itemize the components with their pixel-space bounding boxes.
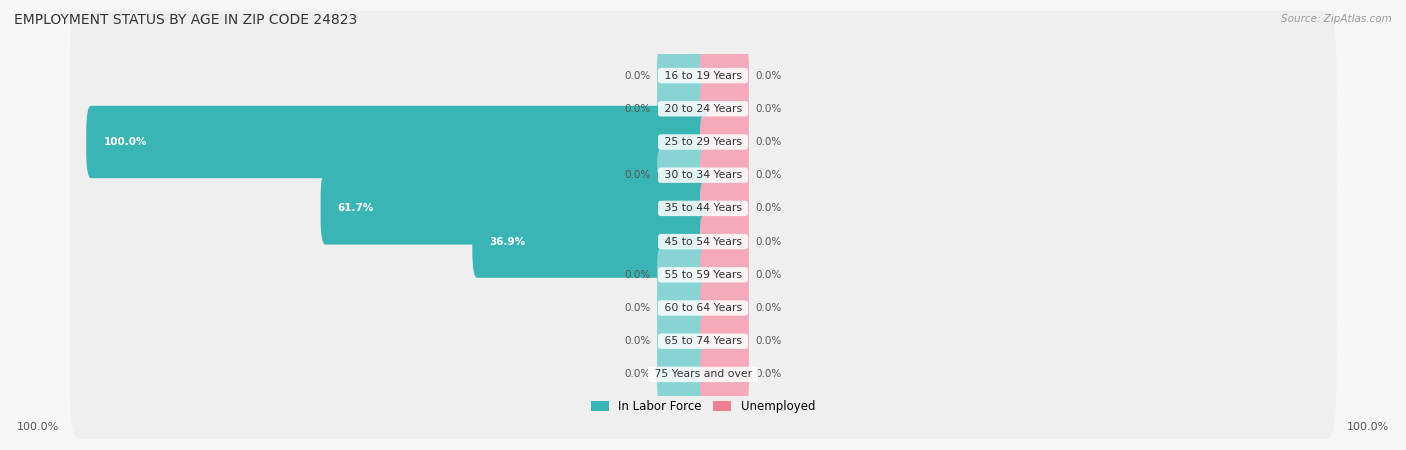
- FancyBboxPatch shape: [657, 315, 706, 368]
- Text: 0.0%: 0.0%: [755, 270, 782, 280]
- FancyBboxPatch shape: [70, 177, 1336, 306]
- Text: EMPLOYMENT STATUS BY AGE IN ZIP CODE 24823: EMPLOYMENT STATUS BY AGE IN ZIP CODE 248…: [14, 14, 357, 27]
- Text: 0.0%: 0.0%: [755, 137, 782, 147]
- FancyBboxPatch shape: [70, 144, 1336, 273]
- FancyBboxPatch shape: [700, 182, 749, 234]
- FancyBboxPatch shape: [657, 149, 706, 202]
- Text: 75 Years and over: 75 Years and over: [651, 369, 755, 379]
- Text: 0.0%: 0.0%: [624, 369, 651, 379]
- FancyBboxPatch shape: [70, 276, 1336, 406]
- Text: 0.0%: 0.0%: [624, 336, 651, 346]
- Text: 0.0%: 0.0%: [755, 203, 782, 213]
- FancyBboxPatch shape: [657, 248, 706, 301]
- FancyBboxPatch shape: [321, 172, 707, 245]
- Text: 0.0%: 0.0%: [755, 336, 782, 346]
- FancyBboxPatch shape: [86, 106, 707, 178]
- FancyBboxPatch shape: [70, 44, 1336, 174]
- FancyBboxPatch shape: [70, 243, 1336, 373]
- FancyBboxPatch shape: [657, 282, 706, 334]
- FancyBboxPatch shape: [700, 282, 749, 334]
- FancyBboxPatch shape: [70, 11, 1336, 140]
- Text: 0.0%: 0.0%: [755, 71, 782, 81]
- Text: 55 to 59 Years: 55 to 59 Years: [661, 270, 745, 280]
- FancyBboxPatch shape: [472, 205, 707, 278]
- Text: 30 to 34 Years: 30 to 34 Years: [661, 170, 745, 180]
- Text: 0.0%: 0.0%: [624, 71, 651, 81]
- FancyBboxPatch shape: [700, 50, 749, 102]
- Text: 60 to 64 Years: 60 to 64 Years: [661, 303, 745, 313]
- Text: 16 to 19 Years: 16 to 19 Years: [661, 71, 745, 81]
- FancyBboxPatch shape: [657, 82, 706, 135]
- FancyBboxPatch shape: [700, 315, 749, 368]
- Text: 0.0%: 0.0%: [755, 237, 782, 247]
- FancyBboxPatch shape: [657, 50, 706, 102]
- Text: 0.0%: 0.0%: [755, 104, 782, 114]
- Text: 35 to 44 Years: 35 to 44 Years: [661, 203, 745, 213]
- Text: 100.0%: 100.0%: [104, 137, 146, 147]
- Legend: In Labor Force, Unemployed: In Labor Force, Unemployed: [586, 395, 820, 418]
- Text: 0.0%: 0.0%: [755, 303, 782, 313]
- Text: 65 to 74 Years: 65 to 74 Years: [661, 336, 745, 346]
- Text: 45 to 54 Years: 45 to 54 Years: [661, 237, 745, 247]
- Text: 100.0%: 100.0%: [1347, 422, 1389, 432]
- FancyBboxPatch shape: [70, 77, 1336, 207]
- Text: 36.9%: 36.9%: [489, 237, 526, 247]
- Text: 25 to 29 Years: 25 to 29 Years: [661, 137, 745, 147]
- FancyBboxPatch shape: [70, 110, 1336, 240]
- Text: 0.0%: 0.0%: [624, 170, 651, 180]
- FancyBboxPatch shape: [700, 248, 749, 301]
- Text: 61.7%: 61.7%: [337, 203, 374, 213]
- FancyBboxPatch shape: [700, 116, 749, 168]
- Text: 0.0%: 0.0%: [624, 270, 651, 280]
- FancyBboxPatch shape: [700, 82, 749, 135]
- Text: 0.0%: 0.0%: [755, 170, 782, 180]
- FancyBboxPatch shape: [700, 348, 749, 400]
- FancyBboxPatch shape: [657, 348, 706, 400]
- Text: 100.0%: 100.0%: [17, 422, 59, 432]
- Text: Source: ZipAtlas.com: Source: ZipAtlas.com: [1281, 14, 1392, 23]
- FancyBboxPatch shape: [70, 210, 1336, 340]
- FancyBboxPatch shape: [700, 216, 749, 268]
- Text: 0.0%: 0.0%: [755, 369, 782, 379]
- Text: 0.0%: 0.0%: [624, 303, 651, 313]
- Text: 0.0%: 0.0%: [624, 104, 651, 114]
- FancyBboxPatch shape: [700, 149, 749, 202]
- FancyBboxPatch shape: [70, 310, 1336, 439]
- Text: 20 to 24 Years: 20 to 24 Years: [661, 104, 745, 114]
